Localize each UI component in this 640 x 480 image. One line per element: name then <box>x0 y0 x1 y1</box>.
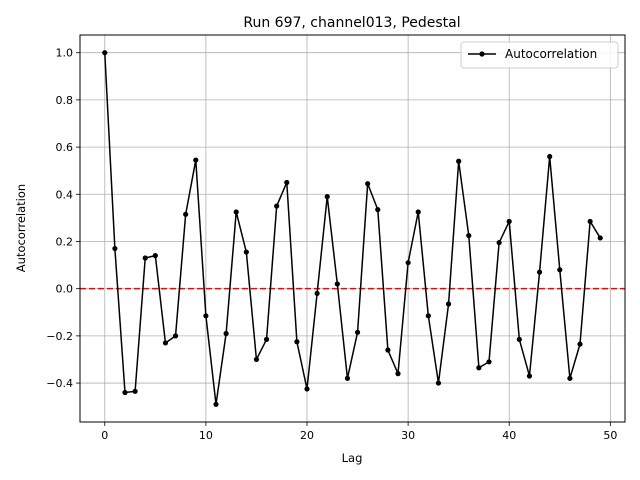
data-point <box>334 281 340 287</box>
legend-marker-swatch <box>479 51 485 57</box>
data-point <box>263 336 270 343</box>
data-point <box>547 153 553 160</box>
y-tick-label: 1.0 <box>56 47 74 60</box>
data-point <box>567 375 573 381</box>
y-tick-label: 0.4 <box>56 188 74 201</box>
data-point <box>486 359 492 365</box>
data-point <box>354 329 361 335</box>
x-tick-label: 50 <box>603 429 617 442</box>
y-tick-label: −0.2 <box>46 330 73 343</box>
data-point <box>506 218 512 225</box>
y-tick-label: 0.8 <box>56 94 74 107</box>
series-line <box>104 52 601 406</box>
data-point <box>122 389 128 396</box>
data-point <box>142 255 148 261</box>
data-point <box>365 181 371 187</box>
data-point <box>132 388 138 394</box>
data-point <box>213 401 219 407</box>
x-axis-ticks: 0 10 20 30 40 50 <box>101 422 617 442</box>
y-tick-label: −0.4 <box>46 377 73 390</box>
x-tick-label: 40 <box>502 429 516 442</box>
data-point <box>557 267 563 273</box>
data-point <box>294 339 300 345</box>
y-axis-title: Autocorrelation <box>14 184 28 272</box>
data-point <box>152 253 158 259</box>
x-tick-label: 20 <box>300 429 314 442</box>
data-point <box>284 179 290 186</box>
data-point <box>203 313 209 319</box>
data-point <box>233 209 239 215</box>
data-point <box>577 341 583 347</box>
data-point <box>183 211 189 217</box>
y-tick-label: 0.2 <box>56 235 74 248</box>
data-point <box>112 245 118 252</box>
data-point <box>445 301 452 307</box>
data-point <box>435 380 442 386</box>
data-point <box>304 386 310 392</box>
data-point <box>172 333 179 339</box>
data-point <box>102 50 108 56</box>
x-tick-label: 0 <box>101 429 108 442</box>
x-tick-label: 10 <box>199 429 213 442</box>
plot-frame <box>79 34 626 423</box>
data-point <box>415 209 421 215</box>
data-point <box>476 365 482 371</box>
series-group <box>102 50 603 407</box>
data-point <box>456 158 462 164</box>
data-point <box>193 157 199 163</box>
data-point <box>243 249 249 255</box>
data-point <box>536 269 543 275</box>
data-point <box>395 371 401 377</box>
data-point <box>405 260 411 266</box>
legend: Autocorrelation <box>460 41 619 69</box>
data-point <box>587 218 593 225</box>
legend-label: Autocorrelation <box>505 47 597 61</box>
y-axis-ticks: −0.4 −0.2 0.0 0.2 0.4 0.6 0.8 1.0 <box>46 47 80 390</box>
x-tick-label: 30 <box>401 429 415 442</box>
data-point <box>253 356 260 363</box>
y-tick-label: 0.6 <box>56 141 74 154</box>
legend-box <box>460 41 619 69</box>
data-point <box>425 313 431 319</box>
data-point <box>466 232 472 239</box>
data-point <box>496 240 502 246</box>
data-point <box>526 373 533 379</box>
data-point <box>597 235 603 241</box>
chart-title: Run 697, channel013, Pedestal <box>243 15 460 31</box>
y-tick-label: 0.0 <box>56 283 74 296</box>
data-point <box>516 336 522 343</box>
data-point <box>314 290 320 296</box>
data-point <box>162 340 169 346</box>
data-point <box>385 347 391 353</box>
data-point <box>375 207 381 213</box>
data-point <box>274 203 280 209</box>
data-point <box>324 194 330 200</box>
data-point <box>223 330 229 337</box>
data-point <box>344 375 351 381</box>
x-axis-title: Lag <box>342 451 363 465</box>
